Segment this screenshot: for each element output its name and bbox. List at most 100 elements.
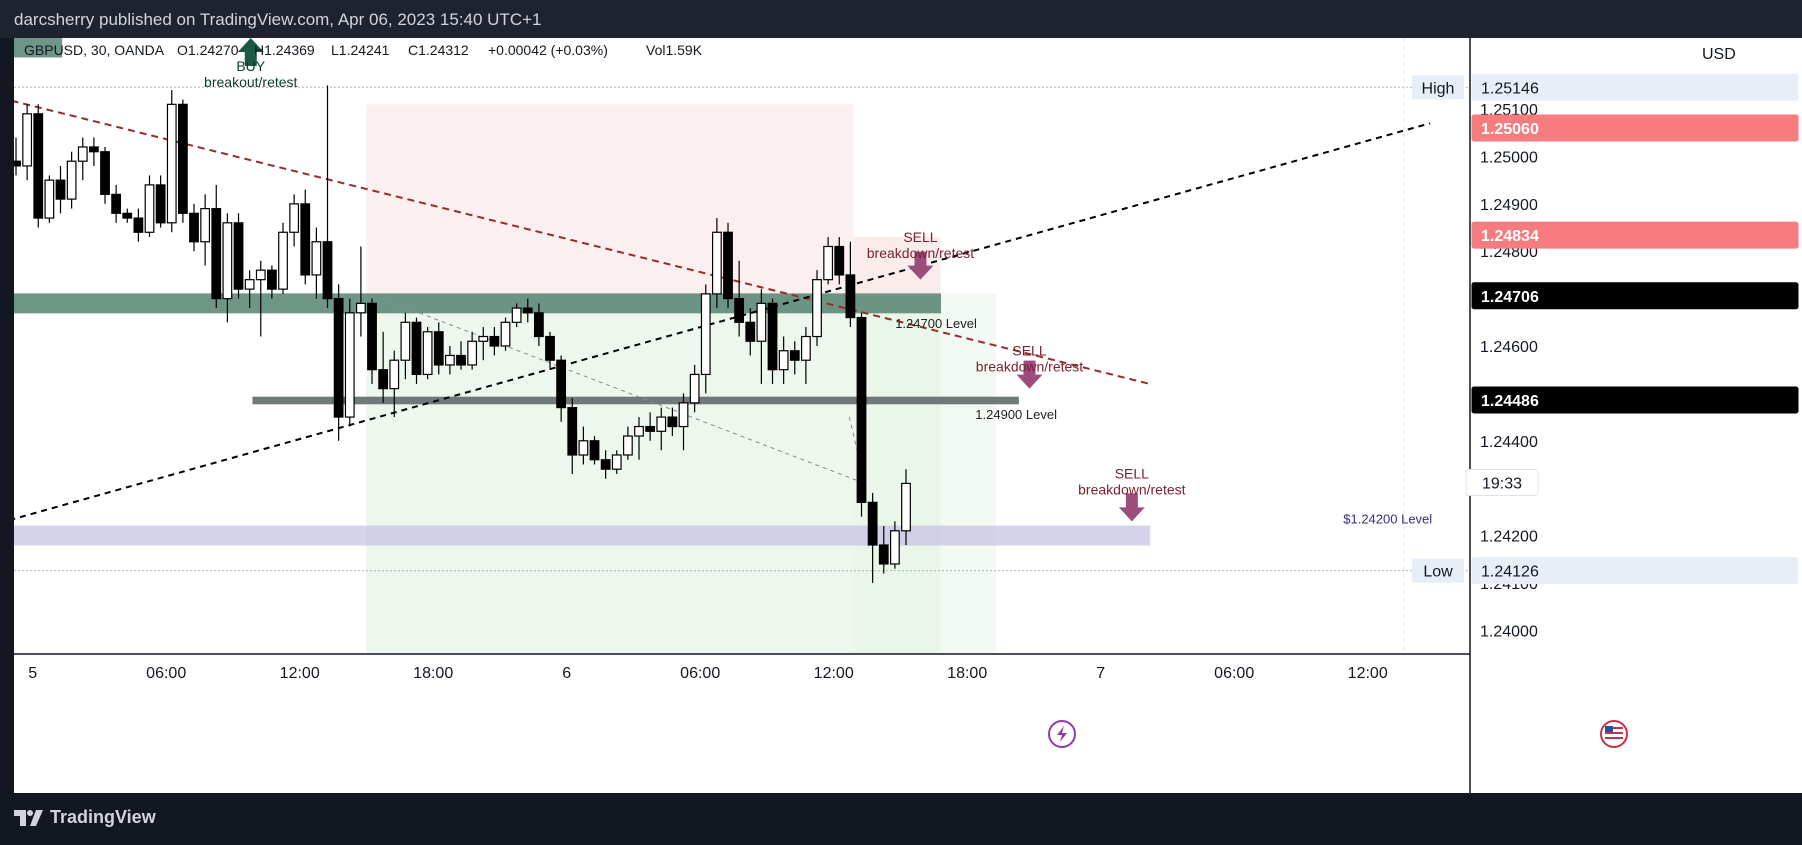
candle[interactable] [901, 469, 911, 546]
candle[interactable] [622, 426, 633, 460]
candle[interactable] [411, 317, 422, 384]
zone-1-24900-level[interactable] [252, 396, 1019, 405]
candle[interactable] [467, 331, 478, 370]
risk-box[interactable] [366, 104, 854, 294]
reward-box-2[interactable] [853, 293, 941, 654]
candle[interactable] [522, 298, 533, 323]
candle[interactable] [556, 355, 567, 422]
candle[interactable] [800, 327, 811, 384]
candle[interactable] [233, 213, 244, 299]
candle[interactable] [155, 175, 166, 228]
candle[interactable] [122, 208, 133, 223]
candle[interactable] [889, 521, 900, 569]
candle[interactable] [77, 137, 88, 181]
candle[interactable] [511, 303, 522, 328]
candle[interactable] [456, 341, 466, 370]
candle[interactable] [278, 222, 288, 294]
candle[interactable] [600, 450, 611, 479]
candle[interactable] [300, 189, 311, 285]
candle[interactable] [767, 298, 778, 384]
candle[interactable] [55, 165, 66, 214]
candle[interactable] [823, 237, 834, 285]
candle[interactable] [723, 222, 733, 309]
candle[interactable] [656, 407, 667, 451]
candle[interactable] [678, 393, 689, 451]
candle[interactable] [422, 327, 433, 380]
candle[interactable] [667, 407, 678, 437]
candle[interactable] [444, 346, 455, 375]
candle[interactable] [367, 298, 377, 384]
candle[interactable] [144, 175, 155, 238]
candle[interactable] [66, 151, 77, 209]
candle[interactable] [578, 426, 589, 465]
candle[interactable] [489, 327, 500, 356]
candle[interactable] [44, 175, 55, 223]
chart-frame[interactable]: BUY breakout/retest SELL breakdown/retest SE… [14, 38, 1802, 793]
candle[interactable] [867, 492, 878, 583]
candle[interactable] [14, 137, 21, 176]
downtrend-line[interactable] [14, 95, 1150, 385]
candle[interactable] [567, 398, 578, 474]
us-flag-event-icon[interactable] [1600, 720, 1628, 748]
candle[interactable] [745, 308, 756, 356]
candle[interactable] [834, 237, 845, 285]
candle[interactable] [22, 104, 33, 181]
plot-background[interactable] [14, 38, 1470, 654]
candle[interactable] [177, 99, 188, 223]
candle[interactable] [611, 450, 622, 474]
candle[interactable] [244, 270, 255, 309]
candle[interactable] [333, 284, 344, 441]
tradingview-logo[interactable]: TradingView [14, 807, 156, 828]
candle[interactable] [634, 417, 644, 460]
candle[interactable] [311, 227, 322, 299]
candle[interactable] [211, 184, 222, 309]
candle[interactable] [200, 194, 211, 266]
candle[interactable] [400, 312, 411, 380]
candle[interactable] [322, 85, 333, 309]
candle[interactable] [133, 208, 144, 242]
candle[interactable] [100, 146, 110, 204]
candle[interactable] [266, 265, 277, 299]
candle[interactable] [500, 317, 511, 351]
candle[interactable] [645, 412, 656, 441]
buy-zone-top-left[interactable] [14, 38, 63, 58]
candle[interactable] [711, 218, 722, 309]
candle[interactable] [689, 364, 700, 413]
candle[interactable] [756, 289, 767, 384]
candle[interactable] [378, 331, 389, 403]
candle[interactable] [778, 336, 789, 384]
candle[interactable] [166, 90, 177, 233]
projection-line[interactable] [381, 298, 866, 484]
zone-1-24200[interactable] [14, 525, 1151, 546]
candle[interactable] [478, 327, 489, 361]
candle[interactable] [255, 260, 266, 337]
candle[interactable] [812, 270, 822, 346]
candle[interactable] [589, 436, 600, 465]
candle[interactable] [88, 137, 99, 166]
candle[interactable] [33, 104, 44, 228]
candle[interactable] [533, 303, 544, 346]
candle[interactable] [856, 312, 867, 517]
candle[interactable] [845, 241, 856, 328]
candle[interactable] [545, 331, 555, 370]
candle[interactable] [389, 350, 400, 418]
candle[interactable] [734, 260, 745, 337]
candle[interactable] [111, 184, 122, 223]
candle[interactable] [878, 526, 889, 574]
zone-1-24700[interactable] [14, 293, 941, 314]
candle[interactable] [355, 246, 366, 337]
candle[interactable] [433, 322, 444, 375]
candle[interactable] [289, 194, 300, 247]
candle[interactable] [344, 298, 355, 427]
candle[interactable] [222, 213, 233, 323]
reward-box-3[interactable] [940, 293, 997, 654]
candle[interactable] [789, 341, 800, 375]
candle[interactable] [189, 203, 199, 252]
candle[interactable] [700, 284, 711, 394]
lightning-event-icon[interactable] [1048, 720, 1076, 748]
